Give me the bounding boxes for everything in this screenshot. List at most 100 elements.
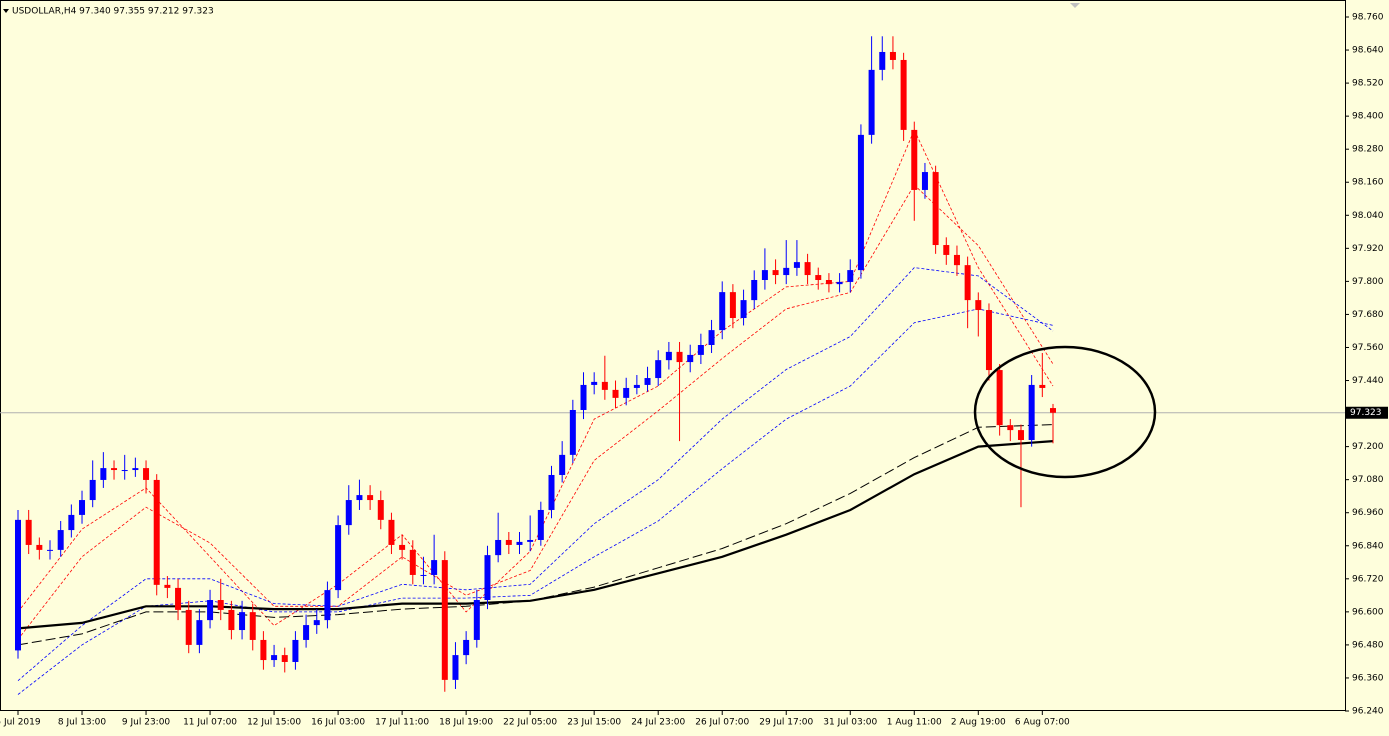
candle-body: [57, 530, 64, 550]
candle-body: [399, 544, 406, 550]
x-tick-label: 26 Jul 07:00: [695, 718, 749, 728]
candle-body: [207, 600, 214, 621]
candle-body: [292, 639, 299, 662]
candle-body: [708, 330, 715, 345]
candle-body: [772, 270, 779, 276]
x-tick-label: 6 Aug 07:00: [1015, 718, 1070, 728]
x-tick-label: 1 Aug 11:00: [887, 718, 942, 728]
candle-body: [388, 519, 395, 545]
candle-body: [420, 574, 427, 576]
candle-body: [271, 655, 278, 661]
candle-body: [847, 270, 854, 282]
candle-body: [601, 381, 608, 390]
x-tick-label: 11 Jul 07:00: [183, 718, 237, 728]
candle-body: [751, 280, 758, 301]
candle-body: [676, 351, 683, 363]
y-tick-label: 96.240: [1352, 707, 1384, 717]
candle-body: [367, 495, 374, 501]
candle-body: [89, 479, 96, 501]
x-tick-label: 29 Jul 17:00: [759, 718, 813, 728]
candle-body: [1028, 384, 1035, 441]
candle-body: [377, 500, 384, 520]
candle-body: [1017, 430, 1024, 441]
candle-body: [719, 292, 726, 331]
candle-body: [559, 454, 566, 475]
y-tick-label: 96.480: [1352, 640, 1384, 650]
symbol-arrow: [3, 9, 9, 13]
candle-body: [68, 514, 75, 531]
x-tick-label: 8 Jul 13:00: [58, 718, 107, 728]
candle-body: [633, 384, 640, 388]
y-tick-label: 97.680: [1352, 310, 1384, 320]
candle-body: [975, 300, 982, 311]
candle-body: [516, 541, 523, 545]
candle-body: [1039, 384, 1046, 388]
y-tick-label: 96.720: [1352, 574, 1384, 584]
plot-border: [0, 0, 1346, 711]
candle-body: [441, 560, 448, 680]
candle-body: [281, 655, 288, 662]
candle-body: [665, 351, 672, 361]
candle-body: [879, 51, 886, 70]
candle-body: [239, 612, 246, 631]
candle-body: [111, 468, 118, 471]
candle-body: [79, 500, 86, 515]
candle-body: [335, 525, 342, 591]
y-tick-label: 98.520: [1352, 79, 1384, 89]
candle-body: [527, 539, 534, 542]
candle-body: [815, 275, 822, 281]
x-tick-label: 23 Jul 15:00: [567, 718, 621, 728]
candle-body: [740, 300, 747, 319]
candle-body: [900, 59, 907, 130]
candle-body: [612, 389, 619, 398]
candle-body: [324, 590, 331, 621]
y-tick-label: 97.800: [1352, 277, 1384, 287]
y-tick-label: 98.760: [1352, 13, 1384, 23]
y-tick-label: 96.960: [1352, 508, 1384, 518]
candle-body: [409, 549, 416, 575]
candle-body: [100, 468, 107, 480]
current-price-label: 97.323: [1350, 408, 1382, 418]
candle-body: [143, 468, 150, 480]
y-tick-label: 98.640: [1352, 46, 1384, 56]
candle-body: [15, 519, 21, 651]
candle-body: [303, 625, 310, 640]
moving-average: [17, 184, 1054, 640]
candle-body: [889, 51, 896, 60]
candle-body: [36, 544, 43, 550]
y-tick-label: 98.160: [1352, 178, 1384, 188]
candle-body: [47, 549, 54, 551]
candle-body: [591, 381, 598, 385]
candle-body: [943, 245, 950, 255]
x-tick-label: 2 Aug 19:00: [951, 718, 1006, 728]
candle-body: [857, 134, 864, 271]
x-tick-label: 31 Jul 03:00: [823, 718, 877, 728]
candle-body: [548, 474, 555, 510]
candle-body: [345, 500, 352, 526]
candle-body: [793, 262, 800, 268]
y-tick-label: 98.400: [1352, 112, 1384, 122]
x-tick-label: 16 Jul 03:00: [311, 718, 365, 728]
moving-average: [17, 267, 1054, 682]
candle-body: [569, 409, 576, 455]
candle-body: [356, 495, 363, 501]
candle-body: [644, 378, 651, 385]
candle-body: [932, 172, 939, 246]
candle-body: [484, 555, 491, 601]
x-tick-label: 5 Jul 2019: [0, 718, 41, 728]
candle-body: [761, 270, 768, 281]
candle-body: [185, 609, 192, 645]
current-price-box: [1346, 406, 1388, 419]
candle-body: [495, 539, 502, 556]
candle-body: [473, 600, 480, 640]
y-tick-label: 97.560: [1352, 343, 1384, 353]
y-tick-label: 96.360: [1352, 673, 1384, 683]
candle-body: [964, 265, 971, 301]
candle-body: [697, 344, 704, 355]
candle-body: [175, 587, 182, 610]
candle-body: [217, 600, 224, 610]
candle-body: [121, 470, 128, 472]
x-tick-label: 17 Jul 11:00: [375, 718, 429, 728]
